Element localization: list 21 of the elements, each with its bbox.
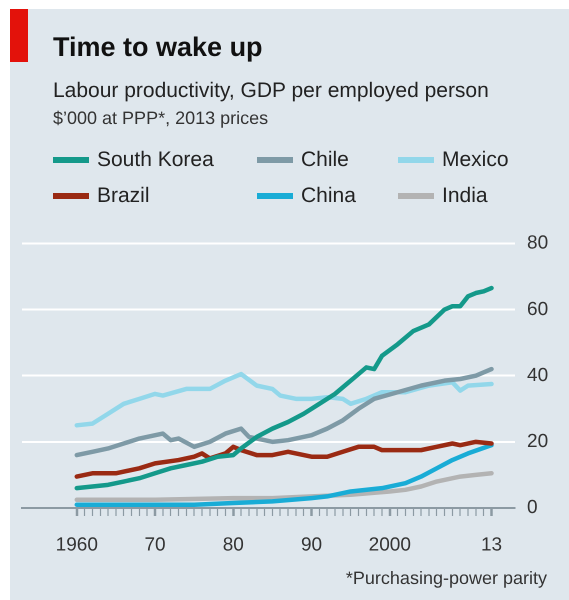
legend-label: India xyxy=(442,184,488,208)
legend-label: South Korea xyxy=(97,148,214,172)
x-tick-label: 70 xyxy=(144,534,166,556)
y-tick-label: 40 xyxy=(527,364,548,386)
x-tick-label: 1960 xyxy=(56,534,98,556)
y-tick-label: 20 xyxy=(527,431,548,452)
legend-label: Chile xyxy=(301,148,349,172)
legend-label: China xyxy=(301,184,356,208)
text: $’000 at PPP*, 2013 prices xyxy=(53,108,268,129)
chart-subtitle: Labour productivity, GDP per employed person xyxy=(53,79,489,103)
x-tick-label: 2000 xyxy=(368,534,411,556)
text: *Purchasing-power parity xyxy=(346,568,547,589)
x-tick-label: 80 xyxy=(222,534,244,556)
legend-label: Brazil xyxy=(97,184,150,208)
y-tick-label: 60 xyxy=(527,298,548,320)
x-tick-label: 90 xyxy=(300,534,322,556)
chart-title: Time to wake up xyxy=(53,32,263,63)
legend-label: Mexico xyxy=(442,148,509,172)
y-tick-label: 0 xyxy=(527,497,538,518)
x-tick-label: 13 xyxy=(480,534,502,556)
y-tick-label: 80 xyxy=(527,232,548,254)
